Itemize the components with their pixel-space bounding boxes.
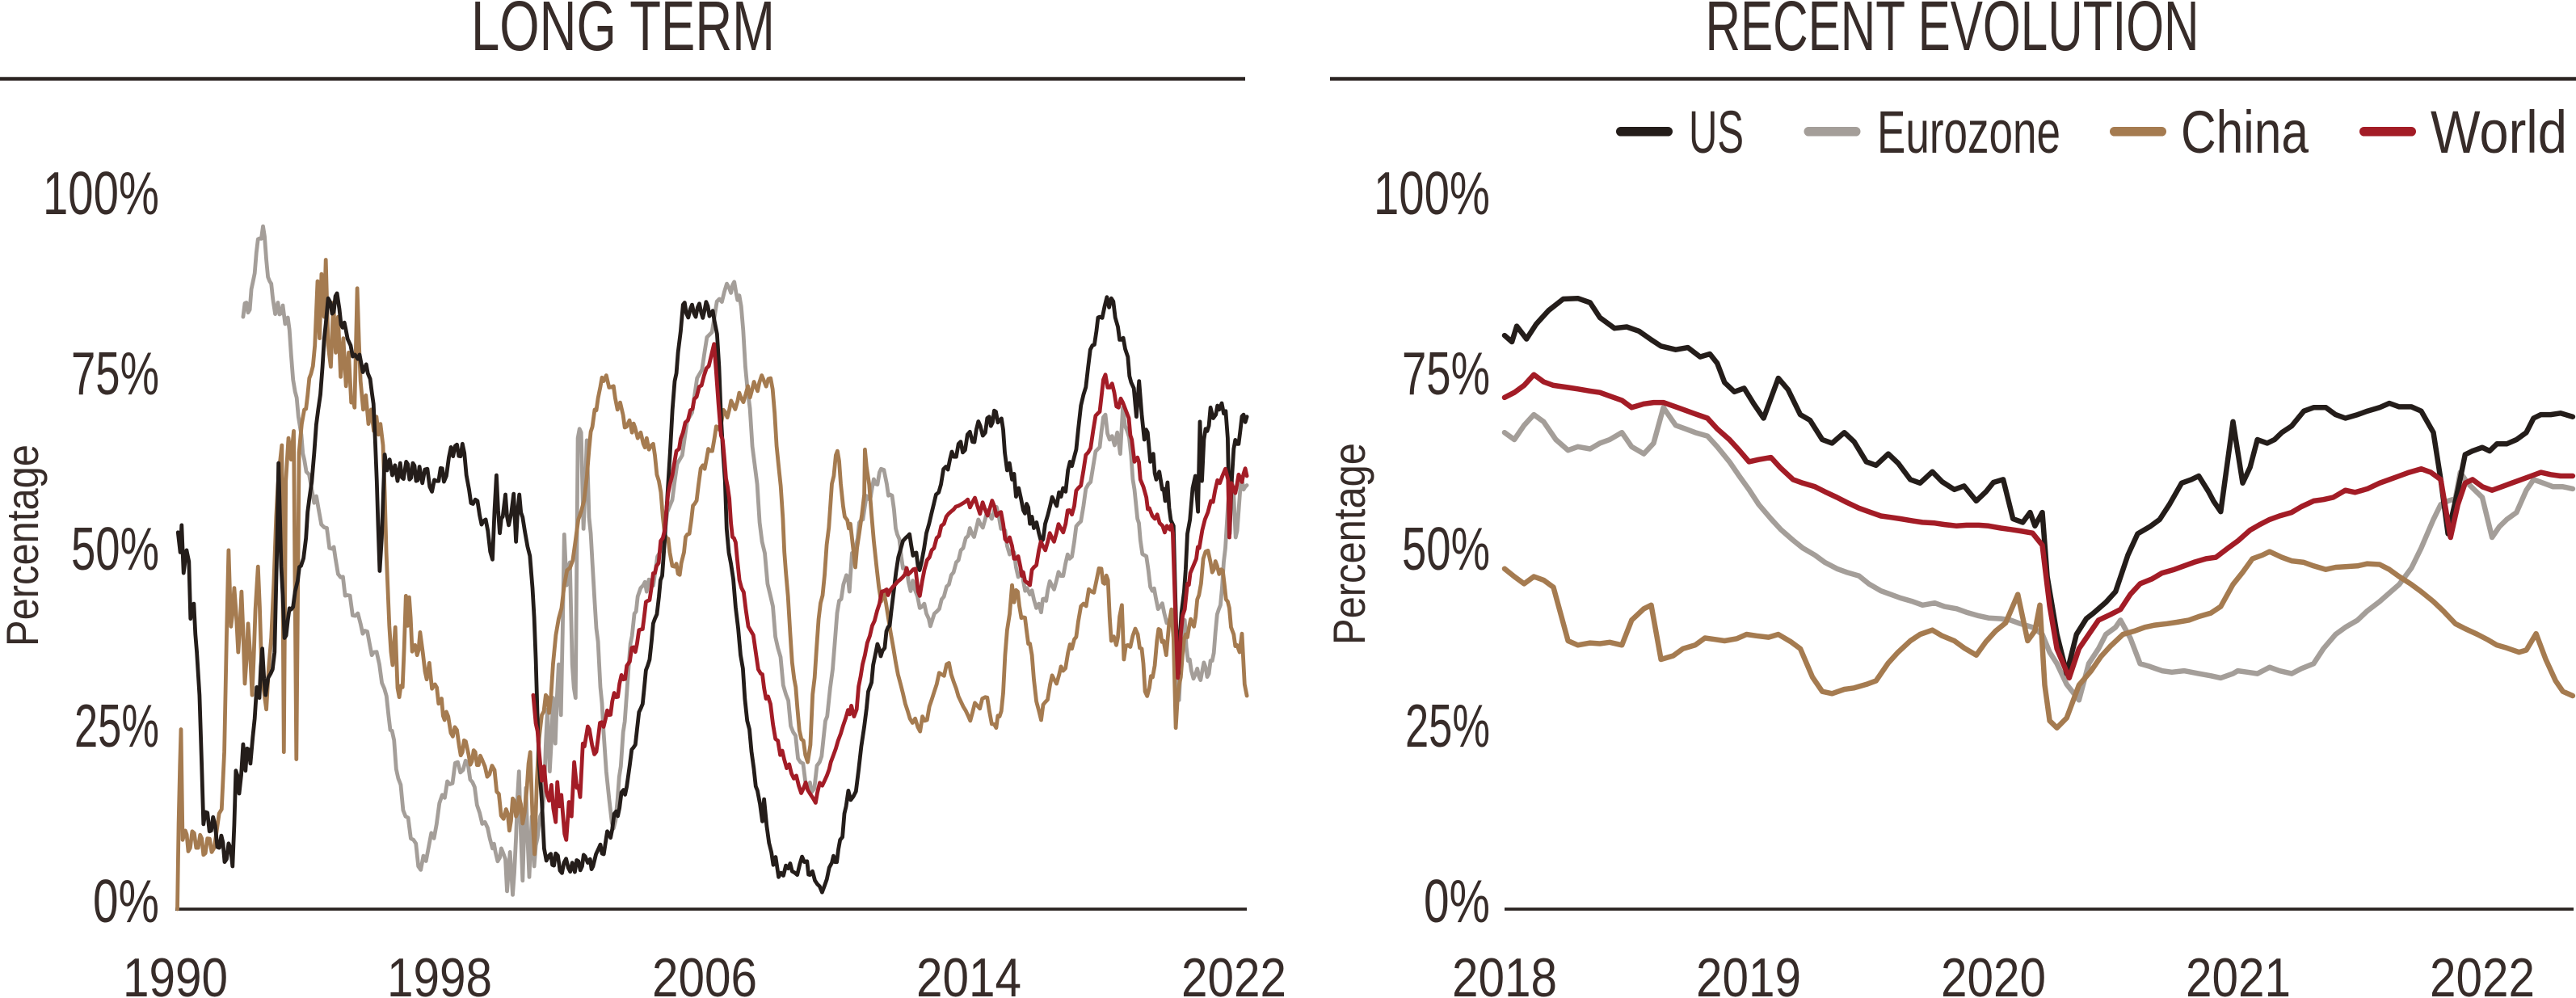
svg-text:2022: 2022 <box>1181 947 1286 998</box>
svg-text:0%: 0% <box>1424 867 1490 935</box>
svg-text:China: China <box>2181 99 2309 166</box>
svg-text:100%: 100% <box>1374 159 1490 227</box>
svg-text:100%: 100% <box>43 159 159 227</box>
svg-text:2019: 2019 <box>1696 947 1801 998</box>
svg-text:2018: 2018 <box>1452 947 1557 998</box>
svg-text:75%: 75% <box>1402 339 1490 407</box>
svg-text:50%: 50% <box>71 515 159 583</box>
svg-text:1998: 1998 <box>387 947 492 998</box>
svg-text:Percentage: Percentage <box>0 444 48 646</box>
svg-text:2006: 2006 <box>652 947 757 998</box>
svg-text:2021: 2021 <box>2186 947 2291 998</box>
svg-text:0%: 0% <box>93 867 159 935</box>
svg-text:Eurozone: Eurozone <box>1877 99 2060 166</box>
svg-text:25%: 25% <box>1405 692 1490 760</box>
svg-text:1990: 1990 <box>123 947 228 998</box>
svg-text:LONG TERM: LONG TERM <box>471 0 775 65</box>
svg-text:World: World <box>2431 99 2567 166</box>
svg-text:2022: 2022 <box>2430 947 2535 998</box>
svg-text:50%: 50% <box>1402 515 1490 583</box>
svg-text:2020: 2020 <box>1941 947 2046 998</box>
svg-text:Percentage: Percentage <box>1324 443 1374 645</box>
svg-text:75%: 75% <box>71 339 159 407</box>
svg-text:RECENT EVOLUTION: RECENT EVOLUTION <box>1706 0 2199 65</box>
svg-text:25%: 25% <box>74 692 159 760</box>
svg-text:US: US <box>1689 99 1744 166</box>
svg-text:2014: 2014 <box>916 947 1021 998</box>
